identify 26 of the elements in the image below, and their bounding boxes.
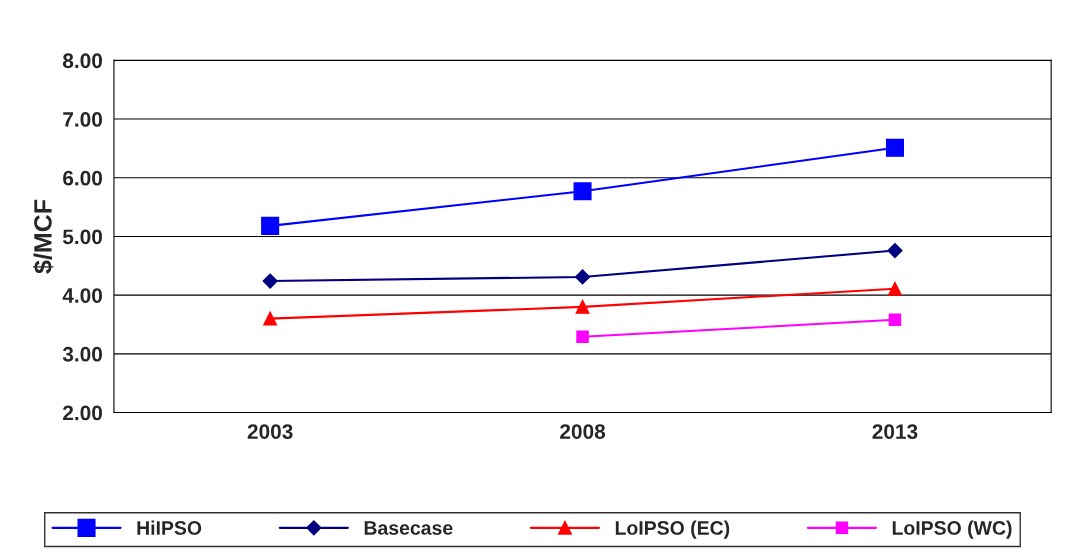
y-tick-label: 2.00 — [63, 405, 102, 421]
point — [888, 313, 902, 327]
point — [262, 273, 278, 289]
point — [888, 281, 902, 296]
y-tick-label: 5.00 — [62, 229, 102, 245]
legend-label: LoIPSO (EC) — [615, 520, 730, 539]
y-tick-label: 4.00 — [62, 288, 102, 303]
legend-label: LoIPSO (WC) — [892, 520, 1012, 539]
y-axis-title: $/MCF — [33, 199, 54, 274]
point — [576, 330, 589, 344]
point — [885, 138, 904, 157]
point — [575, 299, 590, 314]
y-tick-label: 3.00 — [62, 346, 102, 362]
x-tick-label: 2008 — [560, 424, 606, 439]
x-tick-label: 2003 — [247, 424, 293, 439]
y-tick-label: 6.00 — [63, 170, 102, 186]
point — [573, 182, 592, 201]
legend-label: HiIPSO — [137, 520, 202, 535]
point — [261, 216, 280, 235]
y-tick-label: 7.00 — [63, 112, 102, 127]
x-tick-label: 2013 — [872, 424, 918, 439]
y-tick-label: 8.00 — [62, 53, 102, 69]
legend-label: Basecase — [364, 521, 453, 535]
point — [887, 242, 903, 259]
point — [574, 269, 591, 285]
point — [263, 311, 278, 326]
